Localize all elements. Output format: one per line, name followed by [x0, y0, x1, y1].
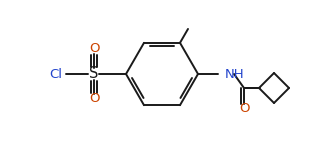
Text: O: O: [89, 42, 99, 56]
Text: S: S: [89, 66, 99, 81]
Text: NH: NH: [225, 68, 244, 81]
Text: O: O: [239, 102, 249, 116]
Text: Cl: Cl: [49, 68, 62, 81]
Text: O: O: [89, 93, 99, 105]
